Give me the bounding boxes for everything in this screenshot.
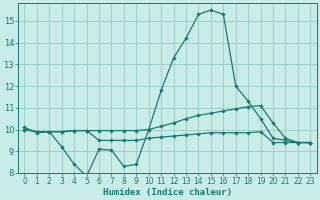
X-axis label: Humidex (Indice chaleur): Humidex (Indice chaleur) bbox=[103, 188, 232, 197]
